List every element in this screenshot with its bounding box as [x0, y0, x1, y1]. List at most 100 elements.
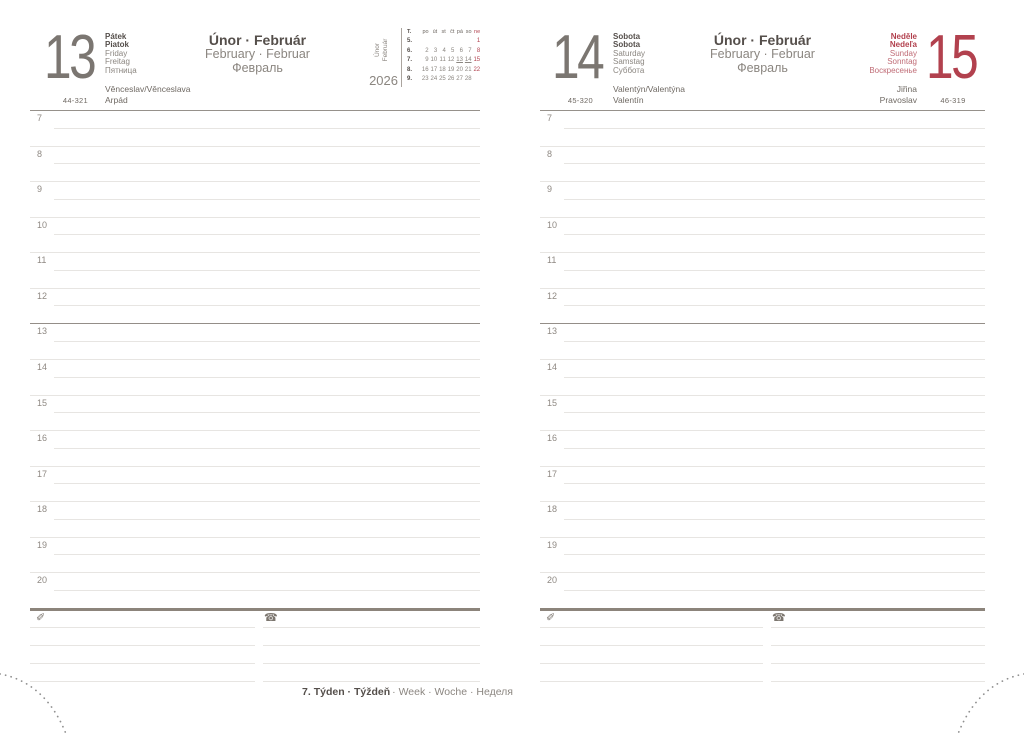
hour-label: 9 [547, 184, 553, 195]
calendar-day: 13 [456, 57, 463, 64]
month-side-tab: Únor Február [374, 38, 389, 62]
calendar-day: 18 [439, 66, 446, 73]
hour-label: 18 [547, 504, 558, 515]
hour-divider-line [540, 358, 985, 360]
note-line [540, 627, 763, 628]
calendar-day: 25 [439, 75, 446, 82]
half-hour-line [54, 518, 480, 520]
hour-label: 13 [547, 326, 558, 337]
calendar-day-header: pá [456, 29, 463, 35]
noon-divider-line [30, 323, 480, 325]
calendar-day: 26 [447, 75, 455, 82]
hour-label: 19 [37, 539, 48, 550]
calendar-day: 27 [456, 75, 463, 82]
hour-label: 17 [547, 468, 558, 479]
hour-divider-line [540, 501, 985, 503]
calendar-day-header: út [432, 29, 438, 35]
month-title-en-de: February · Februar [710, 47, 815, 61]
hour-divider-line [30, 181, 480, 183]
weekday-en: Saturday [613, 48, 646, 58]
month-title: Únor · Február February · Februar Феврал… [150, 32, 365, 75]
grid-bottom-rule [540, 608, 985, 611]
calendar-day: 22 [473, 66, 481, 73]
half-hour-line [54, 305, 480, 307]
grid-top-rule [30, 110, 480, 111]
weekday-ru: Пятница [105, 65, 137, 75]
note-line [30, 627, 255, 628]
note-line [30, 645, 255, 646]
hour-label: 18 [37, 504, 48, 515]
half-hour-line [564, 163, 985, 165]
pencil-icon: ✐ [36, 611, 46, 624]
hour-label: 16 [37, 433, 48, 444]
weekday-names: Pátek Piatok Friday Freitag Пятница [105, 32, 137, 75]
calendar-day [454, 37, 463, 46]
hour-divider-line [540, 465, 985, 467]
notes-area: ✐ ☎ [540, 608, 985, 690]
note-line [30, 663, 255, 664]
hour-label: 11 [547, 255, 557, 266]
note-line [540, 645, 763, 646]
half-hour-line [564, 518, 985, 520]
weekday-cs: Sobota [613, 32, 641, 41]
hour-label: 14 [547, 361, 558, 372]
hour-divider-line [540, 181, 985, 183]
weekday-de: Sonntag [887, 57, 917, 67]
calendar-day-header: st [441, 29, 446, 35]
half-hour-line [564, 376, 985, 378]
phone-icon: ☎ [772, 611, 786, 624]
note-line [771, 663, 985, 664]
hour-label: 15 [547, 397, 558, 408]
calendar-day: 19 [447, 66, 455, 73]
weekday-cs: Pátek [105, 32, 127, 41]
half-hour-line [54, 341, 480, 343]
half-hour-line [54, 234, 480, 236]
week-label-light: · Week · Woche · Неделя [392, 686, 513, 698]
note-line [540, 663, 763, 664]
noon-divider-line [540, 323, 985, 325]
hour-label: 13 [37, 326, 48, 337]
phone-column: ☎ [771, 608, 985, 690]
hour-divider-line [540, 430, 985, 432]
calendar-day: 17 [430, 66, 438, 73]
half-hour-line [564, 554, 985, 556]
hour-grid: 7 8 9 10 11 12 13 14 15 16 17 18 19 20 [540, 110, 985, 611]
half-hour-line [54, 447, 480, 449]
hour-divider-line [30, 501, 480, 503]
weekday-en: Friday [105, 48, 128, 58]
calendar-day [446, 37, 455, 46]
weekday-de: Samstag [613, 57, 645, 67]
calendar-day: 1 [476, 38, 481, 45]
weekday-ru: Воскресенье [869, 65, 917, 75]
calendar-day: 23 [421, 75, 429, 82]
calendar-day: 24 [430, 75, 438, 82]
phone-column: ☎ [263, 608, 480, 690]
day-of-year: 45-320 [567, 96, 593, 105]
hour-divider-line [30, 145, 480, 147]
calendar-day-header: po [422, 29, 429, 35]
hour-divider-line [540, 216, 985, 218]
calendar-day: 2 [425, 47, 429, 54]
day-number: 13 [44, 23, 97, 92]
day-number-sunday: 15 [926, 23, 979, 92]
calendar-day-header: so [465, 29, 472, 35]
half-hour-line [54, 590, 480, 591]
half-hour-line [54, 412, 480, 414]
weekday-en: Sunday [889, 48, 917, 58]
half-hour-line [564, 305, 985, 307]
note-line [540, 681, 763, 682]
weekday-names: Sobota Sobota Saturday Samstag Суббота [613, 32, 646, 75]
calendar-day: 14 [464, 57, 472, 64]
hour-label: 7 [37, 113, 43, 123]
weekday-names-sunday: Neděle Nedeľa Sunday Sonntag Воскресенье [790, 32, 917, 75]
hour-label: 10 [37, 219, 48, 230]
month-title-bold: Únor · Február [208, 32, 307, 48]
month-title-en-de: February · Februar [205, 47, 310, 61]
hour-divider-line [30, 394, 480, 396]
phone-icon: ☎ [264, 611, 278, 624]
year-label: 2026 [369, 73, 398, 88]
note-line [30, 681, 255, 682]
half-hour-line [54, 198, 480, 200]
month-title-bold: Únor · Február [713, 32, 812, 48]
half-hour-line [564, 483, 985, 485]
